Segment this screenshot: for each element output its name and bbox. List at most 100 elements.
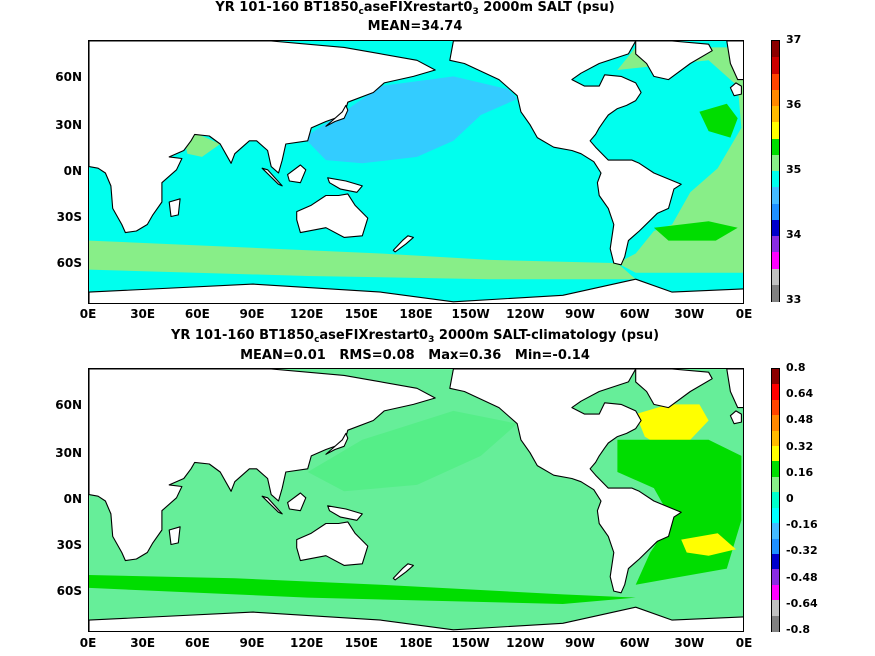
land-eastedge bbox=[726, 369, 743, 409]
map-canvas bbox=[89, 41, 743, 303]
colorbar-swatch bbox=[772, 569, 779, 586]
land-uk bbox=[729, 82, 742, 97]
land-madagascar bbox=[168, 198, 181, 218]
colorbar-swatch bbox=[772, 171, 779, 188]
salinity-map bbox=[88, 40, 744, 304]
lon-label: 0E bbox=[79, 307, 97, 321]
lon-label: 30E bbox=[130, 307, 156, 321]
colorbar-tick-label: 0.32 bbox=[786, 439, 814, 453]
colorbar-tick-label: 34 bbox=[786, 228, 802, 241]
colorbar-swatch bbox=[772, 523, 779, 540]
lon-label: 0E bbox=[735, 307, 753, 321]
lon-label: 90W bbox=[565, 307, 595, 321]
colorbar-tick-label: -0.8 bbox=[786, 623, 811, 636]
land-greenland bbox=[635, 369, 713, 409]
southern-ocean-positive-band bbox=[89, 575, 636, 604]
map-canvas bbox=[89, 369, 743, 631]
lon-label: 150E bbox=[344, 307, 378, 321]
land-eastedge bbox=[726, 41, 743, 81]
lat-label: 0N bbox=[63, 492, 82, 506]
land-sumatra bbox=[261, 495, 283, 515]
land-australia bbox=[296, 193, 369, 238]
atlantic-south-core bbox=[653, 221, 738, 241]
land-newguinea bbox=[327, 505, 363, 521]
lon-label: 30E bbox=[130, 636, 156, 650]
arabian-sea bbox=[183, 134, 221, 157]
colorbar-swatch bbox=[772, 369, 779, 385]
land-greenland bbox=[635, 41, 713, 81]
lon-label: 120E bbox=[290, 636, 324, 650]
colorbar-tick-label: 0.48 bbox=[786, 413, 814, 427]
colorbar-swatch bbox=[772, 553, 779, 570]
lon-label: 120W bbox=[506, 636, 545, 650]
title-subscript: 3 bbox=[428, 335, 435, 345]
colorbar-swatch bbox=[772, 384, 779, 401]
colorbar-swatch bbox=[772, 236, 779, 253]
lon-label: 150W bbox=[451, 307, 490, 321]
land-australia bbox=[296, 521, 369, 566]
land-uk bbox=[729, 410, 742, 425]
lon-label: 90W bbox=[565, 636, 595, 650]
colorbar-tick-label: 0 bbox=[786, 492, 794, 505]
colorbar-swatch bbox=[772, 600, 779, 617]
land-americas bbox=[449, 369, 682, 594]
lon-label: 90E bbox=[239, 307, 265, 321]
lon-label: 90E bbox=[239, 636, 265, 650]
land-borneo bbox=[287, 492, 307, 512]
lon-label: 150E bbox=[344, 636, 378, 650]
colorbar-swatch bbox=[772, 507, 779, 524]
colorbar-swatch bbox=[772, 615, 779, 632]
lon-label: 120W bbox=[506, 307, 545, 321]
colorbar bbox=[771, 40, 780, 302]
lon-label: 0E bbox=[735, 636, 753, 650]
colorbar-swatch bbox=[772, 106, 779, 123]
colorbar-tick-label: 37 bbox=[786, 33, 802, 46]
colorbar-swatch bbox=[772, 122, 779, 140]
panel-stats: MEAN=0.01 RMS=0.08 Max=0.36 Min=-0.14 bbox=[240, 348, 590, 363]
colorbar-tick-label: 0.64 bbox=[786, 387, 814, 401]
title-text: aseFIXrestart0 bbox=[363, 0, 473, 15]
atlantic-fresh-tongue bbox=[617, 47, 743, 273]
colorbar-swatch bbox=[772, 284, 779, 302]
land-newguinea bbox=[327, 177, 363, 193]
colorbar-swatch bbox=[772, 154, 779, 172]
land-newzealand bbox=[392, 235, 414, 253]
lat-label: 60N bbox=[55, 398, 82, 412]
lat-label: 30N bbox=[55, 446, 82, 460]
lat-label: 30S bbox=[56, 538, 82, 552]
title-subscript: c bbox=[358, 7, 364, 17]
land-eurasia-africa bbox=[89, 41, 436, 234]
colorbar-swatch bbox=[772, 219, 779, 237]
title-text: YR 101-160 BT1850 bbox=[215, 0, 359, 15]
land-newzealand bbox=[392, 563, 414, 581]
lat-label: 60N bbox=[55, 70, 82, 84]
lon-label: 180E bbox=[399, 307, 433, 321]
colorbar-swatch bbox=[772, 492, 779, 509]
land-madagascar bbox=[168, 526, 181, 546]
lat-label: 60S bbox=[56, 584, 82, 598]
south-atlantic-hotspot bbox=[681, 533, 736, 556]
colorbar-tick-label: 0.16 bbox=[786, 465, 814, 479]
lon-label: 60W bbox=[619, 636, 650, 650]
colorbar-swatch bbox=[772, 538, 779, 555]
panel-title: YR 101-160 BT1850caseFIXrestart03 2000m … bbox=[0, 328, 830, 345]
colorbar-swatch bbox=[772, 57, 779, 75]
title-text: aseFIXrestart0 bbox=[319, 328, 429, 343]
panel-stats: MEAN=34.74 bbox=[367, 19, 463, 34]
colorbar-swatch bbox=[772, 203, 779, 221]
land-sumatra bbox=[261, 167, 283, 187]
colorbar-tick-label: -0.16 bbox=[786, 518, 818, 532]
title-text: 2000m SALT (psu) bbox=[478, 0, 615, 15]
north-pacific-anomaly bbox=[307, 410, 518, 492]
colorbar-tick-label: -0.48 bbox=[786, 570, 818, 584]
land-antarctica bbox=[89, 606, 743, 631]
colorbar-swatch bbox=[772, 476, 779, 493]
lon-label: 180E bbox=[399, 636, 433, 650]
atlantic-salty-core bbox=[699, 103, 738, 138]
lon-label: 150W bbox=[451, 636, 490, 650]
land-americas bbox=[449, 41, 682, 266]
lon-label: 30W bbox=[674, 307, 705, 321]
colorbar-swatch bbox=[772, 138, 779, 156]
colorbar-swatch bbox=[772, 73, 779, 91]
panel-title: YR 101-160 BT1850caseFIXrestart03 2000m … bbox=[0, 0, 830, 17]
